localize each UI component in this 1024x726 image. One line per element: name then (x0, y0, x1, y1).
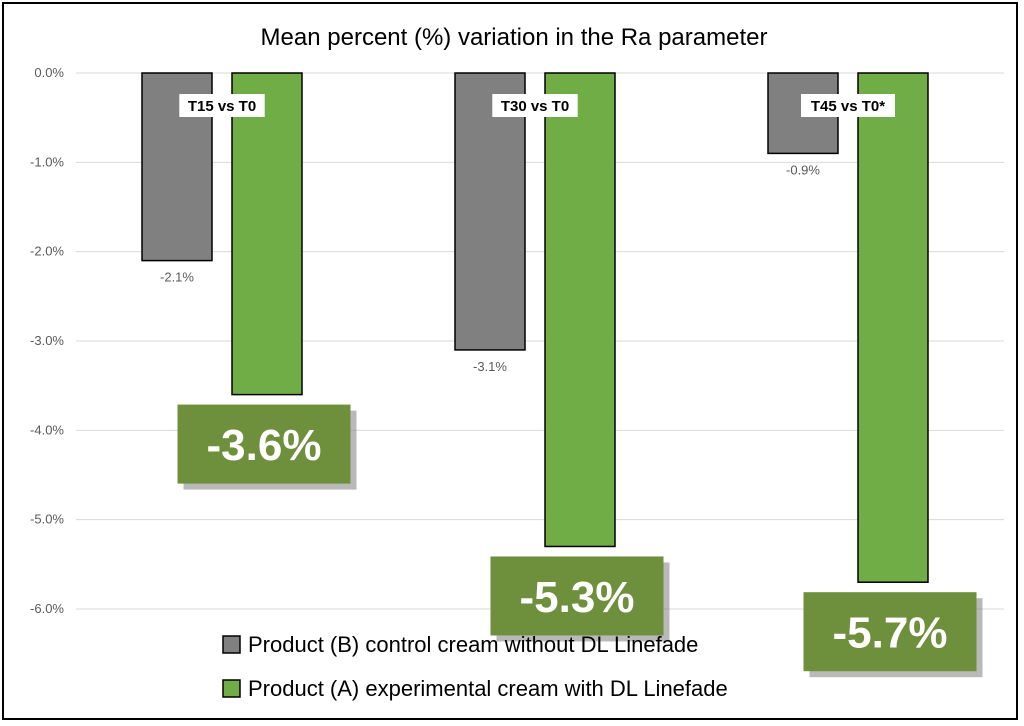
category-label: T45 vs T0* (811, 98, 885, 115)
callout: -3.6% (177, 404, 357, 490)
y-axis: 0.0% -1.0% -2.0% -3.0% -4.0% -5.0% -6.0% (30, 65, 64, 616)
y-tick-label: -3.0% (30, 333, 64, 348)
bar (544, 72, 616, 548)
category-label-bg (179, 94, 265, 117)
legend-label: Product (B) control cream without DL Lin… (248, 632, 698, 657)
bar (857, 72, 929, 583)
callout-value: -5.7% (833, 609, 948, 658)
y-tick-label: -4.0% (30, 422, 64, 437)
category-label: T30 vs T0 (501, 98, 569, 115)
category-label-bg (492, 94, 578, 117)
category-label: T15 vs T0 (188, 98, 256, 115)
callouts: -3.6% -5.3% -5.7% (177, 404, 983, 678)
callout: -5.3% (490, 556, 670, 642)
chart-title: Mean percent (%) variation in the Ra par… (261, 24, 768, 51)
y-tick-label: -1.0% (30, 154, 64, 169)
legend-label: Product (A) experimental cream with DL L… (248, 676, 728, 701)
y-tick-label: -5.0% (30, 512, 64, 527)
data-label: -3.1% (473, 359, 507, 374)
callout-box (803, 592, 977, 672)
bars (141, 72, 929, 583)
callout-value: -5.3% (520, 573, 635, 622)
callout-box (177, 404, 351, 484)
bar-chart: Mean percent (%) variation in the Ra par… (30, 24, 1004, 701)
y-tick-label: 0.0% (34, 65, 64, 80)
callout-box (490, 556, 664, 636)
bar (231, 72, 303, 396)
legend: Product (B) control cream without DL Lin… (222, 632, 728, 701)
callout: -5.7% (803, 592, 983, 678)
data-label: -2.1% (160, 270, 194, 285)
callout-value: -3.6% (207, 421, 322, 470)
data-label: -0.9% (786, 162, 820, 177)
data-labels: -2.1% -3.1% -0.9% (160, 162, 820, 374)
category-label-bg (801, 94, 895, 117)
legend-swatch (222, 679, 241, 698)
y-tick-label: -6.0% (30, 601, 64, 616)
category-labels: T15 vs T0 T30 vs T0 T45 vs T0* (179, 94, 895, 117)
bar (454, 72, 526, 351)
y-tick-label: -2.0% (30, 244, 64, 259)
legend-swatch (222, 635, 241, 654)
